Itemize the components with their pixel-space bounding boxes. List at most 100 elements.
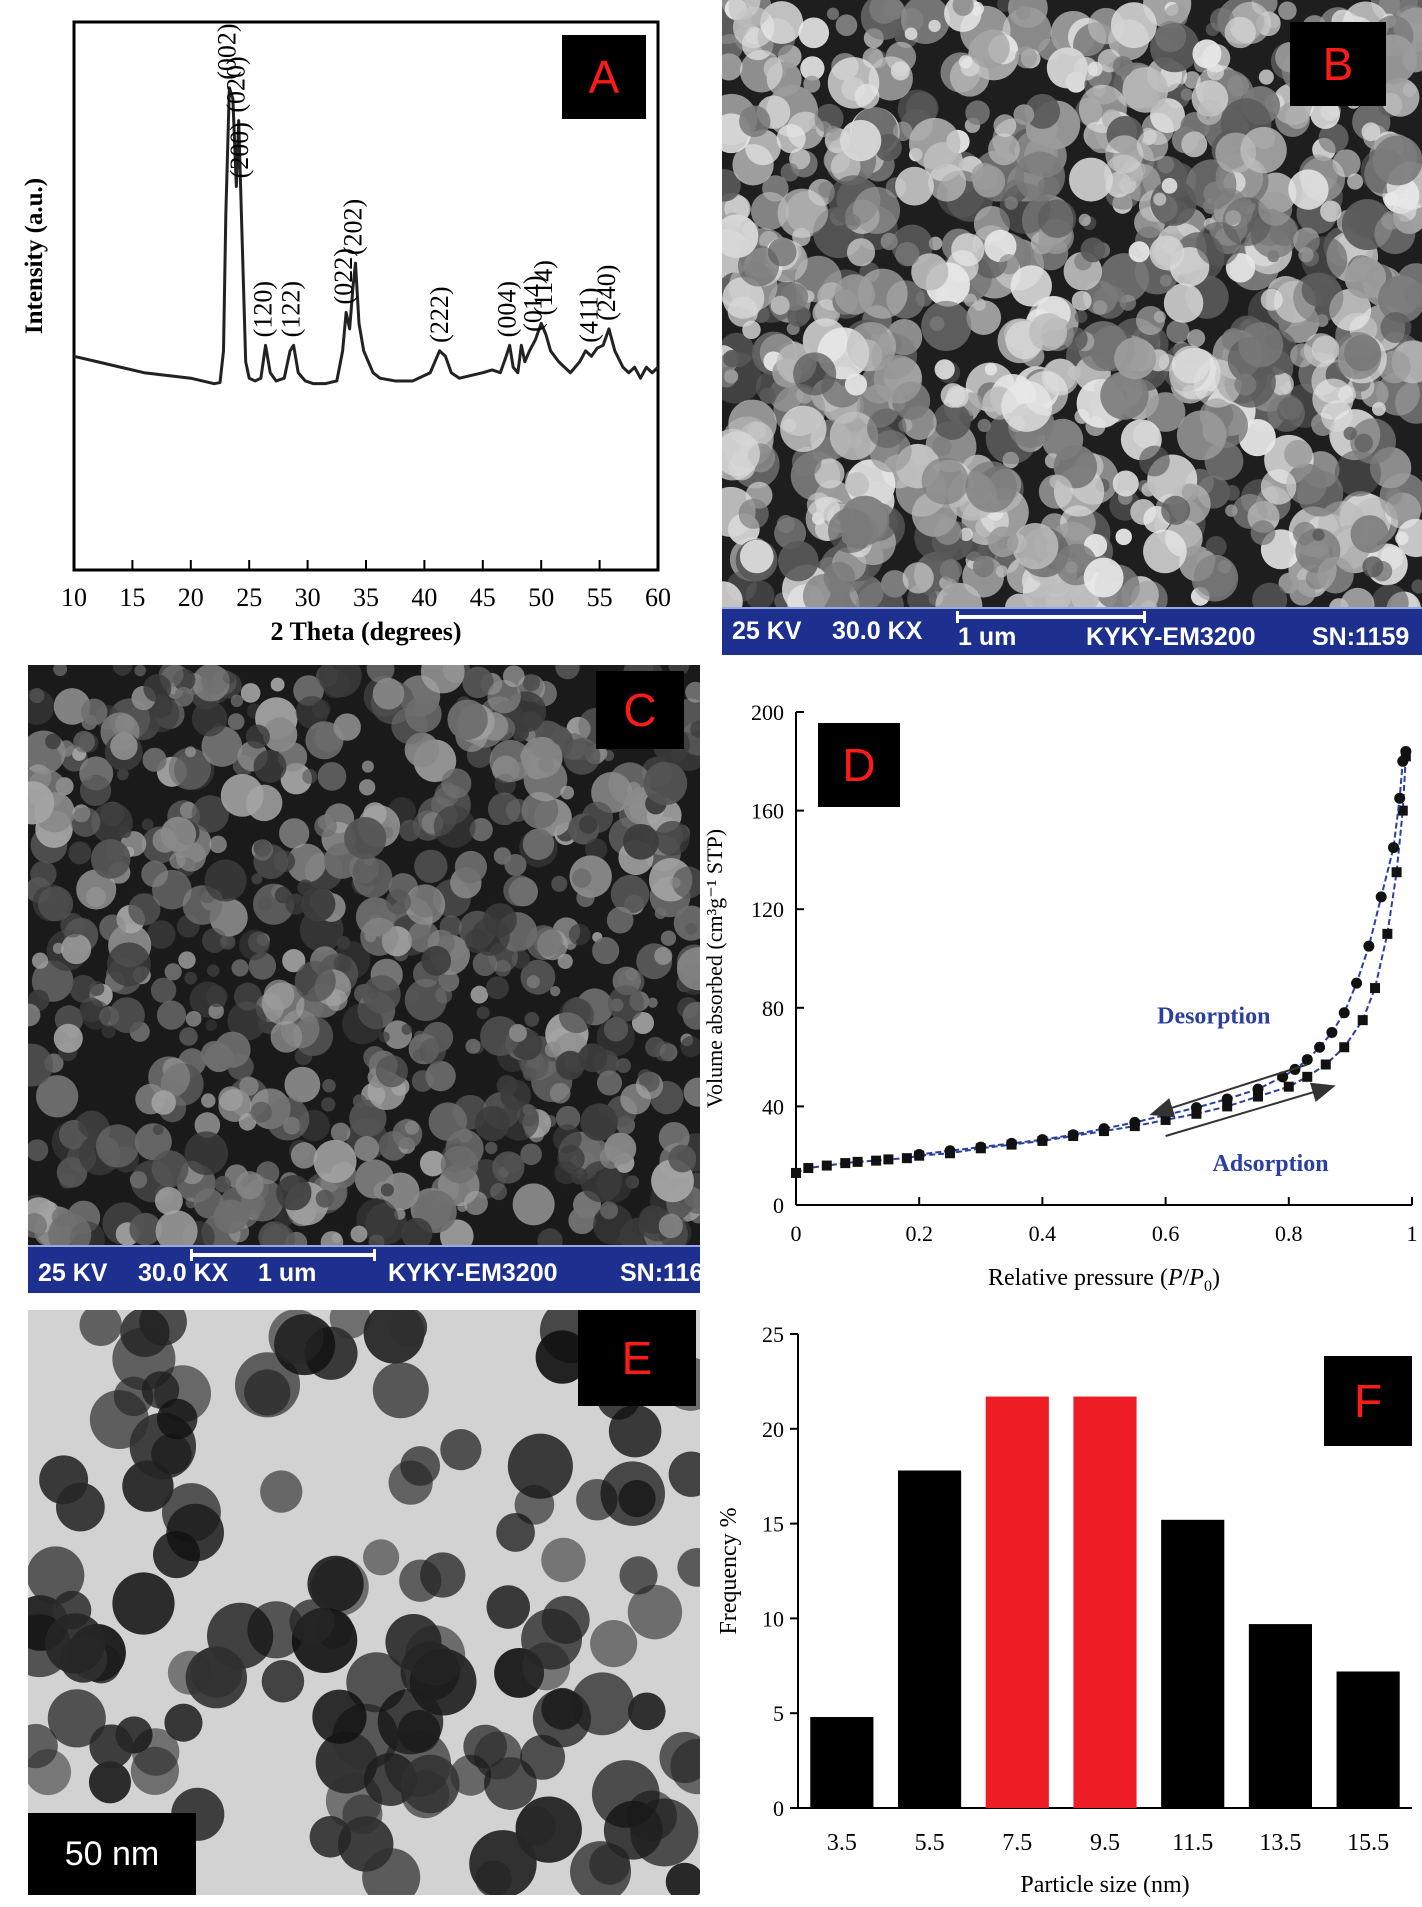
texture-particle [239, 1076, 259, 1096]
xrd-peak-label: (002) [212, 23, 241, 79]
tem-scale-label: 50 nm [64, 1834, 160, 1873]
texture-particle [520, 1734, 566, 1780]
texture-particle [555, 1105, 581, 1131]
panel-d: 0 40 80 120 160 200 0 0.2 0.4 0.6 0.8 1 Relative pre… [700, 665, 1422, 1305]
texture-particle [902, 562, 934, 594]
texture-particle [722, 431, 760, 477]
texture-particle [463, 1190, 488, 1216]
texture-particle [464, 928, 490, 953]
texture-particle [200, 1040, 229, 1069]
texture-particle [1187, 329, 1206, 348]
texture-particle [739, 105, 771, 138]
texture-particle [1181, 131, 1208, 158]
texture-particle [321, 1097, 336, 1112]
xrd-x-tick-label: 45 [470, 583, 496, 612]
texture-particle [550, 985, 561, 997]
hist-bar [897, 1470, 962, 1808]
xrd-x-tick-label: 35 [353, 583, 379, 612]
texture-particle [29, 688, 45, 704]
texture-particle [596, 1017, 635, 1057]
texture-particle [895, 241, 920, 267]
texture-particle [502, 665, 525, 688]
texture-particle [852, 186, 901, 234]
texture-particle [549, 1082, 571, 1104]
texture-particle [1037, 199, 1077, 238]
texture-particle [965, 100, 990, 125]
texture-particle [1258, 191, 1293, 226]
xrd-peak-label: (114) [529, 260, 558, 315]
texture-particle [631, 1011, 654, 1035]
texture-particle [28, 1213, 47, 1239]
texture-particle [30, 860, 57, 888]
texture-particle [680, 1036, 700, 1058]
texture-particle [81, 769, 93, 781]
texture-particle [616, 1058, 631, 1074]
texture-particle [958, 55, 973, 69]
sem-scale-line-c [190, 1249, 376, 1261]
panel-e-badge: E [578, 1310, 696, 1406]
texture-particle [869, 0, 900, 24]
texture-particle [496, 1074, 518, 1096]
texture-particle [184, 1131, 229, 1176]
texture-particle [1361, 122, 1381, 142]
texture-particle [1196, 99, 1223, 125]
texture-particle [1112, 56, 1134, 77]
xrd-peak-label: (202) [338, 199, 367, 255]
texture-particle [532, 1689, 591, 1748]
texture-particle [184, 971, 198, 985]
panel-d-letter: D [842, 739, 876, 791]
texture-particle [400, 1446, 441, 1486]
texture-particle [966, 300, 1002, 335]
texture-particle [368, 1234, 385, 1247]
texture-particle [762, 175, 789, 202]
texture-particle [1161, 177, 1178, 194]
texture-particle [846, 321, 896, 372]
hist-x-axis-label: Particle size (nm) [1020, 1872, 1189, 1898]
texture-particle [1347, 173, 1364, 190]
texture-particle [503, 874, 535, 907]
texture-particle [470, 985, 489, 1004]
iso-line-square [795, 756, 1407, 1174]
texture-particle [1312, 528, 1325, 542]
texture-particle [1110, 2, 1157, 49]
texture-particle [106, 942, 151, 987]
texture-particle [425, 1060, 456, 1092]
texture-particle [745, 580, 775, 610]
iso-point-square [1382, 928, 1393, 939]
iso-x-tick-label: 0.8 [1275, 1221, 1303, 1246]
texture-particle [143, 674, 172, 703]
texture-particle [759, 387, 776, 404]
texture-particle [1169, 347, 1221, 400]
texture-particle [1105, 135, 1144, 174]
texture-particle [201, 726, 243, 767]
texture-particle [1232, 493, 1268, 529]
texture-particle [1317, 556, 1354, 594]
texture-particle [551, 726, 570, 746]
texture-particle [342, 1003, 384, 1045]
texture-particle [874, 133, 902, 162]
texture-particle [1224, 16, 1256, 49]
texture-particle [207, 964, 220, 977]
texture-particle [421, 945, 452, 976]
texture-particle [476, 1006, 490, 1020]
texture-particle [69, 974, 98, 1003]
texture-particle [151, 1150, 189, 1188]
iso-point-square [1283, 1081, 1294, 1092]
texture-particle [28, 781, 55, 825]
iso-point-square [1320, 1059, 1331, 1070]
texture-particle [60, 913, 85, 938]
texture-particle [35, 1075, 79, 1118]
texture-particle [856, 582, 904, 610]
hist-bar [1073, 1396, 1137, 1808]
texture-particle [76, 869, 117, 910]
texture-particle [1411, 579, 1422, 594]
texture-particle [839, 119, 882, 162]
texture-particle [1284, 439, 1313, 469]
xrd-x-tick-label: 40 [411, 583, 437, 612]
texture-particle [521, 736, 563, 779]
texture-particle [1310, 99, 1341, 129]
texture-particle [496, 1513, 535, 1552]
texture-particle [928, 19, 941, 33]
texture-particle [109, 997, 145, 1034]
texture-particle [522, 1067, 537, 1081]
